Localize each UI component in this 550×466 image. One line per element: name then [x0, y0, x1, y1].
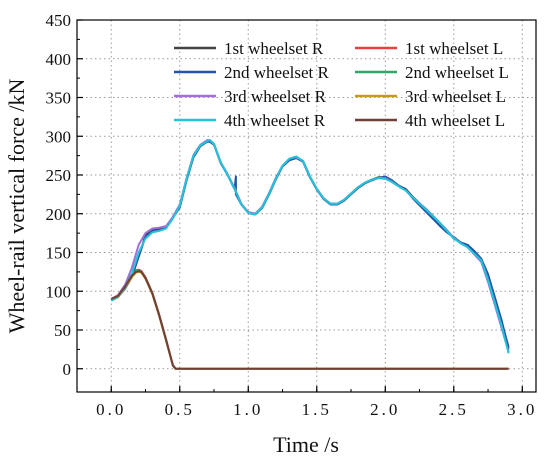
- x-tick-label: 0.0: [96, 400, 126, 419]
- y-tick-label: 50: [54, 321, 71, 340]
- series-lines: [110, 139, 510, 370]
- y-tick-label: 0: [63, 360, 72, 379]
- legend-label: 4th wheelset R: [224, 111, 326, 130]
- x-tick-label: 0.5: [165, 400, 195, 419]
- x-axis-label: Time /s: [273, 432, 339, 457]
- y-tick-label: 100: [46, 282, 72, 301]
- y-axis-label: Wheel-rail vertical force /kN: [4, 79, 29, 334]
- x-tick-label: 2.0: [370, 400, 400, 419]
- legend-label: 2nd wheelset L: [405, 63, 509, 82]
- series-line-8: [110, 270, 509, 370]
- x-tick-label: 2.5: [439, 400, 469, 419]
- y-tick-label: 400: [46, 50, 72, 69]
- y-tick-label: 150: [46, 244, 72, 263]
- x-tick-label: 1.5: [302, 400, 332, 419]
- legend-label: 3rd wheelset R: [224, 87, 327, 106]
- y-tick-label: 350: [46, 89, 72, 108]
- legend-label: 4th wheelset L: [405, 111, 505, 130]
- y-tick-label: 300: [46, 127, 72, 146]
- x-tick-label: 1.0: [233, 400, 263, 419]
- plot-frame: [76, 19, 537, 393]
- legend-label: 1st wheelset L: [405, 39, 503, 58]
- series-line-7: [110, 139, 510, 354]
- y-tick-label: 450: [46, 11, 72, 30]
- series-line-5: [110, 139, 510, 352]
- x-tick-label: 3.0: [507, 400, 537, 419]
- legend-label: 1st wheelset R: [224, 39, 324, 58]
- y-tick-label: 250: [46, 166, 72, 185]
- series-line-1: [110, 139, 510, 348]
- series-line-3: [110, 140, 510, 350]
- legend-label: 3rd wheelset L: [405, 87, 506, 106]
- legend-label: 2nd wheelset R: [224, 63, 329, 82]
- legend: 1st wheelset R 1st wheelset L 2nd wheelset…: [174, 39, 509, 130]
- axis-ticks: 0 50 100 150 200 250 300 350 400 450 0.0 0.5 1.0 1.5 2…: [46, 11, 537, 419]
- series-line-2: [110, 268, 509, 370]
- y-tick-label: 200: [46, 205, 72, 224]
